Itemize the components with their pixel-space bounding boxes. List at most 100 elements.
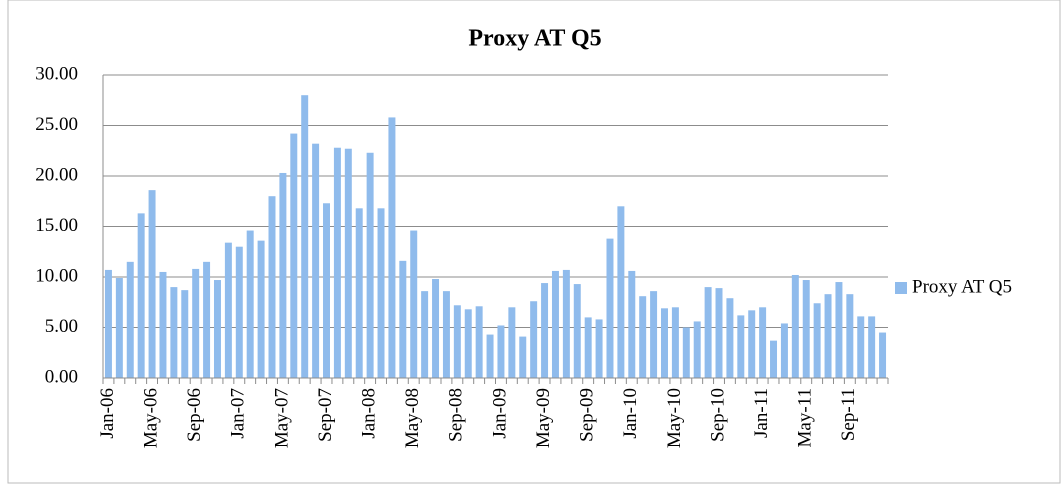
- bar: [716, 288, 723, 378]
- x-tick-label: Sep-06: [184, 388, 205, 442]
- bar: [214, 280, 221, 378]
- x-tick-label: Jan-06: [97, 388, 118, 439]
- bar: [563, 270, 570, 378]
- bar: [617, 206, 624, 378]
- bar: [661, 308, 668, 378]
- bar: [236, 247, 243, 378]
- bar: [170, 287, 177, 378]
- bar: [530, 301, 537, 378]
- bar: [345, 149, 352, 378]
- bar: [334, 148, 341, 378]
- legend-label: Proxy AT Q5: [912, 276, 1012, 297]
- x-tick-label: Sep-09: [577, 388, 598, 442]
- bar: [247, 231, 254, 378]
- y-tick-label: 15.00: [35, 215, 78, 236]
- y-tick-label: 0.00: [45, 366, 78, 387]
- bar: [443, 291, 450, 378]
- x-tick-label: Sep-08: [446, 388, 467, 442]
- bar: [585, 317, 592, 378]
- bar: [159, 272, 166, 378]
- bar: [465, 309, 472, 378]
- bar: [116, 278, 123, 378]
- bar: [149, 190, 156, 378]
- x-tick-label: Sep-07: [315, 388, 336, 442]
- y-tick-label: 25.00: [35, 114, 78, 135]
- bar: [857, 316, 864, 378]
- bar: [258, 241, 265, 378]
- bar: [356, 208, 363, 378]
- bar: [127, 262, 134, 378]
- x-tick-label: Sep-11: [838, 388, 859, 441]
- bar: [105, 270, 112, 378]
- bar: [672, 307, 679, 378]
- bar: [269, 196, 276, 378]
- chart: Proxy AT Q5 0.00 5.00 10.00 15.00 20.00 25.00…: [0, 0, 1061, 484]
- bar: [378, 208, 385, 378]
- bar: [410, 231, 417, 378]
- bar: [574, 284, 581, 378]
- bar: [825, 294, 832, 378]
- bar: [508, 307, 515, 378]
- bar: [552, 271, 559, 378]
- bar: [181, 290, 188, 378]
- bar: [606, 239, 613, 378]
- bar: [367, 153, 374, 378]
- bar: [312, 144, 319, 378]
- bar: [748, 310, 755, 378]
- x-tick-label: Jan-11: [751, 388, 772, 438]
- bar: [759, 307, 766, 378]
- x-tick-label: Sep-10: [707, 388, 728, 442]
- bar: [726, 298, 733, 378]
- x-tick-label: Jan-10: [620, 388, 641, 439]
- bar: [279, 173, 286, 378]
- chart-title: Proxy AT Q5: [468, 26, 601, 52]
- bar: [628, 271, 635, 378]
- bar: [835, 282, 842, 378]
- bar: [541, 283, 548, 378]
- x-tick-label: May-07: [271, 388, 292, 448]
- bar: [596, 319, 603, 378]
- legend-swatch: [895, 282, 907, 294]
- bar: [650, 291, 657, 378]
- bar: [454, 305, 461, 378]
- bar: [323, 203, 330, 378]
- bar: [519, 337, 526, 378]
- bar: [814, 303, 821, 378]
- bar: [694, 321, 701, 378]
- bar: [487, 335, 494, 378]
- x-tick-label: Jan-09: [489, 388, 510, 439]
- bar: [476, 306, 483, 378]
- bar: [138, 213, 145, 378]
- bar: [705, 287, 712, 378]
- x-tick-label: May-06: [140, 388, 161, 448]
- bar: [497, 325, 504, 378]
- y-tick-label: 10.00: [35, 265, 78, 286]
- bar: [399, 261, 406, 378]
- bar: [846, 294, 853, 378]
- y-tick-label: 5.00: [45, 316, 78, 337]
- y-tick-label: 20.00: [35, 164, 78, 185]
- bar: [770, 341, 777, 378]
- bar: [792, 275, 799, 378]
- bar: [421, 291, 428, 378]
- bar: [225, 243, 232, 378]
- bar: [301, 95, 308, 378]
- bar: [290, 134, 297, 378]
- x-tick-label: Jan-08: [358, 388, 379, 439]
- x-tick-label: May-11: [795, 388, 816, 447]
- bar: [192, 269, 199, 378]
- y-tick-label: 30.00: [35, 63, 78, 84]
- x-tick-label: May-09: [533, 388, 554, 448]
- bar: [639, 296, 646, 378]
- bar: [203, 262, 210, 378]
- bar: [868, 316, 875, 378]
- x-tick-label: May-08: [402, 388, 423, 448]
- bar: [388, 117, 395, 378]
- bar: [803, 280, 810, 378]
- bar: [879, 333, 886, 378]
- x-tick-label: Jan-07: [228, 388, 249, 439]
- bar: [781, 323, 788, 378]
- x-tick-label: May-10: [664, 388, 685, 448]
- bar: [683, 328, 690, 379]
- bar: [432, 279, 439, 378]
